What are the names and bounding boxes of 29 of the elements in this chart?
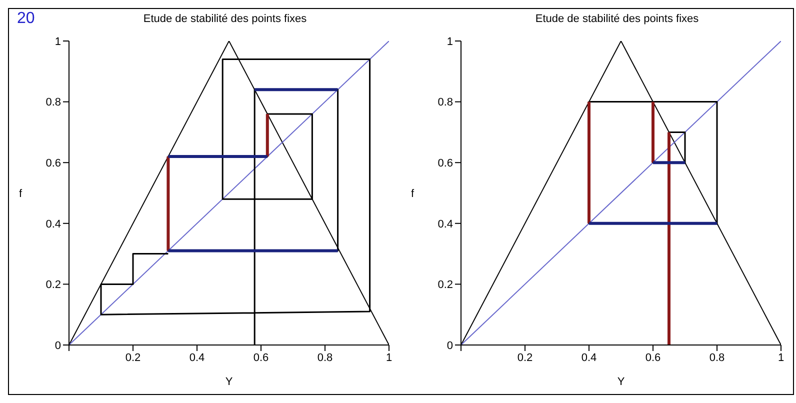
y-tick-label: 0.6 xyxy=(46,158,61,170)
y-tick-label: 0.2 xyxy=(46,279,61,292)
y-tick-label: 0.8 xyxy=(438,96,453,109)
y-tick-label: 0.4 xyxy=(438,218,453,230)
chart-title: Etude de stabilité des points fixes xyxy=(142,13,308,25)
x-tick-label: 1 xyxy=(778,352,784,364)
y-tick-label: 0.6 xyxy=(438,158,453,170)
x-tick-label: 0.2 xyxy=(125,352,141,364)
x-tick-label: 0.4 xyxy=(189,352,205,364)
y-tick-label: 0 xyxy=(446,340,453,352)
x-tick-label: 0.6 xyxy=(645,352,661,364)
chart-title: Etude de stabilité des points fixes xyxy=(534,13,700,25)
y-tick-label: 0.8 xyxy=(46,96,61,109)
y-tick-label: 0.2 xyxy=(438,279,453,292)
x-tick-label: 0.8 xyxy=(317,352,333,364)
y-tick-label: 0 xyxy=(54,340,61,352)
x-axis-title: Y xyxy=(225,376,234,388)
x-tick-label: 1 xyxy=(386,352,392,364)
y-axis-title: f xyxy=(19,188,23,200)
x-tick-label: 0.6 xyxy=(253,352,269,364)
x-axis-title: Y xyxy=(617,376,626,388)
y-tick-label: 1 xyxy=(54,36,61,48)
y-tick-label: 1 xyxy=(446,36,453,48)
x-tick-label: 0.8 xyxy=(709,352,725,364)
y-axis-title: f xyxy=(411,188,415,200)
x-tick-label: 0.2 xyxy=(517,352,533,364)
text: 20 xyxy=(17,10,35,27)
x-tick-label: 0.4 xyxy=(581,352,597,364)
y-tick-label: 0.4 xyxy=(46,218,61,230)
